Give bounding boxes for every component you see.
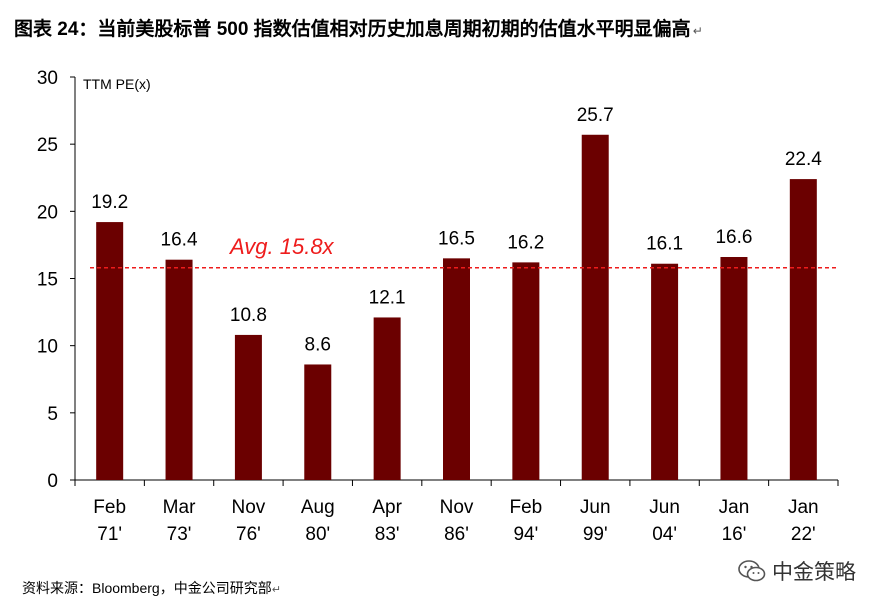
bar (512, 262, 540, 480)
bar (720, 257, 748, 480)
x-category-label: Nov (440, 497, 474, 518)
bar (443, 258, 470, 480)
x-category-label: Jun (649, 497, 680, 518)
bar (789, 179, 817, 481)
y-tick-label: 25 (37, 135, 58, 156)
bar-value-label: 16.6 (715, 227, 752, 248)
source-note: 资料来源：Bloomberg，中金公司研究部↵ (22, 578, 281, 598)
chart-axes: 0 5 10 15 20 25 30 TTM PE(x) (37, 68, 839, 492)
y-tick-label: 30 (37, 68, 58, 89)
chart-title: 图表 24：当前美股标普 500 指数估值相对历史加息周期初期的估值水平明显偏高… (14, 14, 703, 41)
bar (651, 263, 679, 480)
x-category-label: Nov (232, 497, 266, 518)
x-category-label: 80' (305, 524, 330, 545)
x-category-label: 22' (791, 524, 816, 545)
y-tick-label: 5 (47, 404, 58, 425)
bar-value-label: 25.7 (577, 105, 614, 126)
bar-value-label: 16.1 (646, 234, 683, 255)
bar-value-label: 10.8 (230, 305, 267, 326)
x-category-label: Feb (93, 497, 126, 518)
x-category-label: Jun (580, 497, 611, 518)
bar (581, 134, 609, 480)
x-category-label: Apr (372, 497, 402, 518)
average-label: Avg. 15.8x (228, 234, 335, 259)
bar (96, 222, 124, 480)
x-category-label: Mar (163, 497, 196, 518)
y-tick-label: 20 (37, 202, 58, 223)
chart-labels: 19.2 Feb 71' 16.4 Mar 73' 10.8 Nov 76' 8.6 Aug 80' 1… (90, 105, 838, 545)
x-category-label: 86' (444, 524, 469, 545)
x-category-label: Jan (788, 497, 819, 518)
x-category-label: 16' (722, 524, 747, 545)
x-category-label: 04' (652, 524, 677, 545)
bar-value-label: 19.2 (91, 192, 128, 213)
chart-title-text: 图表 24：当前美股标普 500 指数估值相对历史加息周期初期的估值水平明显偏高 (14, 19, 691, 40)
chart-bars (96, 134, 817, 481)
bar-value-label: 16.4 (161, 230, 198, 251)
y-tick-label: 10 (37, 337, 58, 358)
y-tick-label: 15 (37, 270, 58, 291)
wechat-icon (738, 560, 766, 582)
bar (304, 364, 332, 480)
source-text: 资料来源：Bloomberg，中金公司研究部 (22, 580, 272, 596)
bar (373, 317, 401, 480)
x-category-label: 73' (167, 524, 192, 545)
x-category-label: 83' (375, 524, 400, 545)
x-category-label: Jan (719, 497, 750, 518)
x-category-label: 71' (97, 524, 122, 545)
brand-name: 中金策略 (772, 561, 856, 584)
x-category-label: Aug (301, 497, 335, 518)
x-category-label: Feb (509, 497, 542, 518)
paragraph-mark: ↵ (271, 584, 281, 596)
bar-value-label: 22.4 (785, 149, 822, 170)
x-category-label: 99' (583, 524, 608, 545)
x-category-label: 76' (236, 524, 261, 545)
bar-value-label: 12.1 (369, 287, 406, 308)
brand-watermark: 中金策略 (738, 556, 856, 586)
paragraph-mark: ↵ (692, 24, 703, 38)
y-tick-label: 0 (47, 471, 58, 492)
bar-value-label: 8.6 (305, 334, 331, 355)
bar (165, 259, 193, 480)
bar-value-label: 16.5 (438, 228, 475, 249)
bar (234, 334, 262, 480)
x-category-label: 94' (513, 524, 538, 545)
y-axis-label: TTM PE(x) (83, 76, 151, 92)
bar-value-label: 16.2 (507, 232, 544, 253)
